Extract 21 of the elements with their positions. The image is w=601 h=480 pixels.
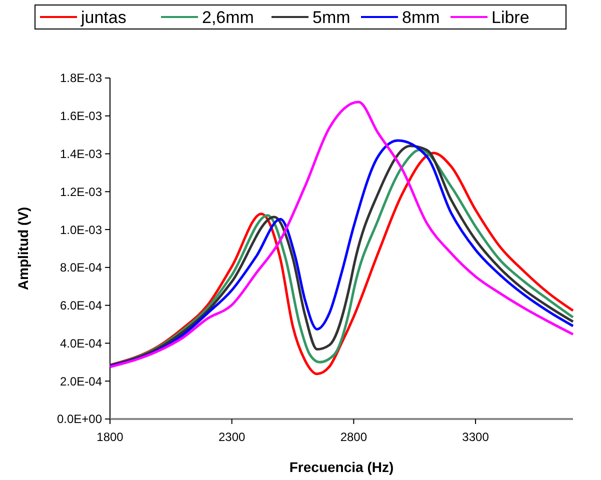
x-tick-label: 3300 (462, 430, 490, 444)
y-tick-label: 1.8E-03 (60, 71, 102, 86)
y-tick-label: 1.4E-03 (60, 146, 102, 161)
x-tick-label: 1800 (96, 430, 124, 444)
y-tick-label: 8.0E-04 (60, 260, 102, 275)
legend-label: juntas (80, 8, 126, 27)
x-axis-title: Frecuencia (Hz) (289, 459, 394, 475)
y-tick-label: 6.0E-04 (60, 298, 102, 313)
y-tick-label: 0.0E+00 (56, 412, 102, 426)
y-axis-title: Amplitud (V) (15, 206, 31, 290)
legend-label: 8mm (402, 8, 440, 27)
x-tick-label: 2800 (340, 430, 368, 444)
y-tick-label: 1.6E-03 (60, 109, 102, 124)
y-tick-label: 4.0E-04 (60, 336, 102, 350)
x-tick-label: 2300 (218, 430, 246, 444)
y-tick-label: 1.0E-03 (60, 222, 102, 237)
legend-label: 5mm (312, 8, 350, 27)
y-tick-label: 2.0E-04 (60, 374, 102, 388)
legend-label: Libre (492, 8, 530, 27)
y-tick-label: 1.2E-03 (60, 184, 102, 199)
legend-label: 2,6mm (202, 8, 254, 27)
